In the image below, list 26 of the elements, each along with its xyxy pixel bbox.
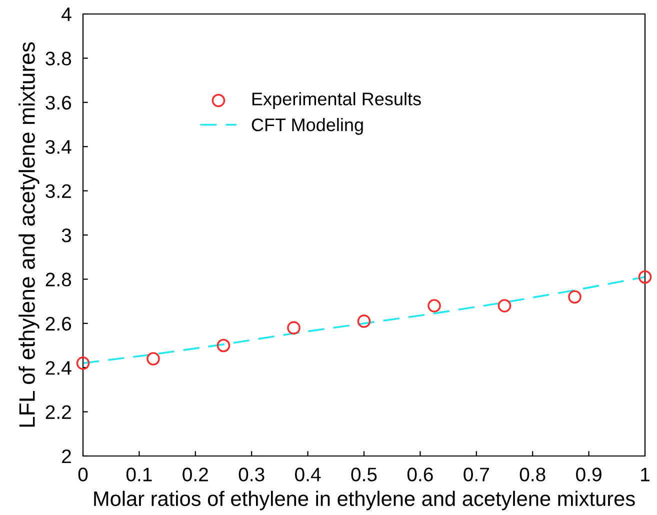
x-tick-label: 1	[641, 468, 650, 482]
x-tick-label: 0.7	[464, 468, 489, 482]
y-tick-label: 2.6	[46, 316, 72, 331]
y-tick-label: 4	[62, 8, 72, 22]
x-tick-label: 0.3	[238, 468, 264, 482]
x-tick-label: 0.6	[407, 468, 433, 482]
x-tick-label: 0.4	[295, 468, 321, 482]
y-tick-label: 2.8	[46, 272, 72, 286]
y-tick-label: 3.8	[46, 52, 72, 66]
x-axis-title: Molar ratios of ethylene in ethylene and acetylene mixtures	[94, 490, 635, 510]
y-tick-label: 3.4	[46, 140, 72, 154]
y-tick-label: 3	[62, 228, 72, 242]
y-tick-label: 3.2	[46, 184, 71, 198]
x-tick-label: 0.8	[520, 468, 546, 482]
x-tick-label: 0.5	[351, 468, 377, 482]
y-axis-title: LFL of ethylene and acetylene mixtures	[18, 42, 40, 427]
x-tick-label: 0.2	[182, 468, 208, 482]
x-tick-label: 0.9	[576, 468, 602, 482]
y-tick-label: 2.4	[46, 361, 72, 375]
y-tick-label: 2.2	[46, 405, 71, 419]
legend-label: Experimental Results	[252, 92, 421, 109]
legend-label: CFT Modeling	[252, 118, 363, 135]
y-tick-label: 2	[62, 449, 71, 464]
y-tick-label: 3.6	[46, 96, 72, 110]
x-tick-label: 0	[78, 468, 88, 482]
x-tick-label: 0.1	[126, 468, 152, 482]
